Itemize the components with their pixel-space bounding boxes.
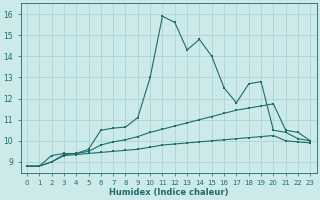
X-axis label: Humidex (Indice chaleur): Humidex (Indice chaleur) [109,188,228,197]
